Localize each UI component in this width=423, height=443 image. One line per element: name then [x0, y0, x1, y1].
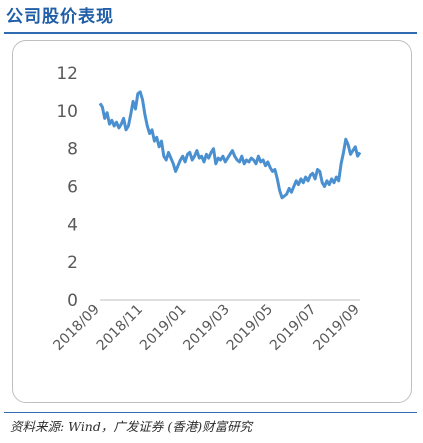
- footer-divider: [4, 412, 417, 413]
- x-tick-label: 2019/03: [180, 302, 232, 354]
- x-tick-label: 2019/01: [137, 302, 189, 354]
- x-tick-label: 2018/11: [94, 302, 146, 354]
- chart-frame: [12, 40, 412, 403]
- x-tick-label: 2019/07: [267, 302, 319, 354]
- y-tick-label: 10: [56, 102, 78, 122]
- y-tick-label: 2: [67, 253, 78, 273]
- series-line: [98, 90, 362, 200]
- y-tick-label: 8: [67, 140, 78, 160]
- x-tick-label: 2019/09: [310, 302, 362, 354]
- x-tick-label: 2019/05: [224, 302, 276, 354]
- title-divider: [4, 32, 417, 34]
- chart-title: 公司股价表现: [6, 7, 114, 27]
- y-tick-label: 6: [67, 178, 78, 198]
- source-note: 资料来源: Wind，广发证券 (香港)财富研究: [10, 419, 253, 434]
- y-tick-label: 4: [67, 215, 78, 235]
- y-tick-label: 0: [67, 291, 78, 311]
- y-tick-label: 12: [56, 64, 78, 84]
